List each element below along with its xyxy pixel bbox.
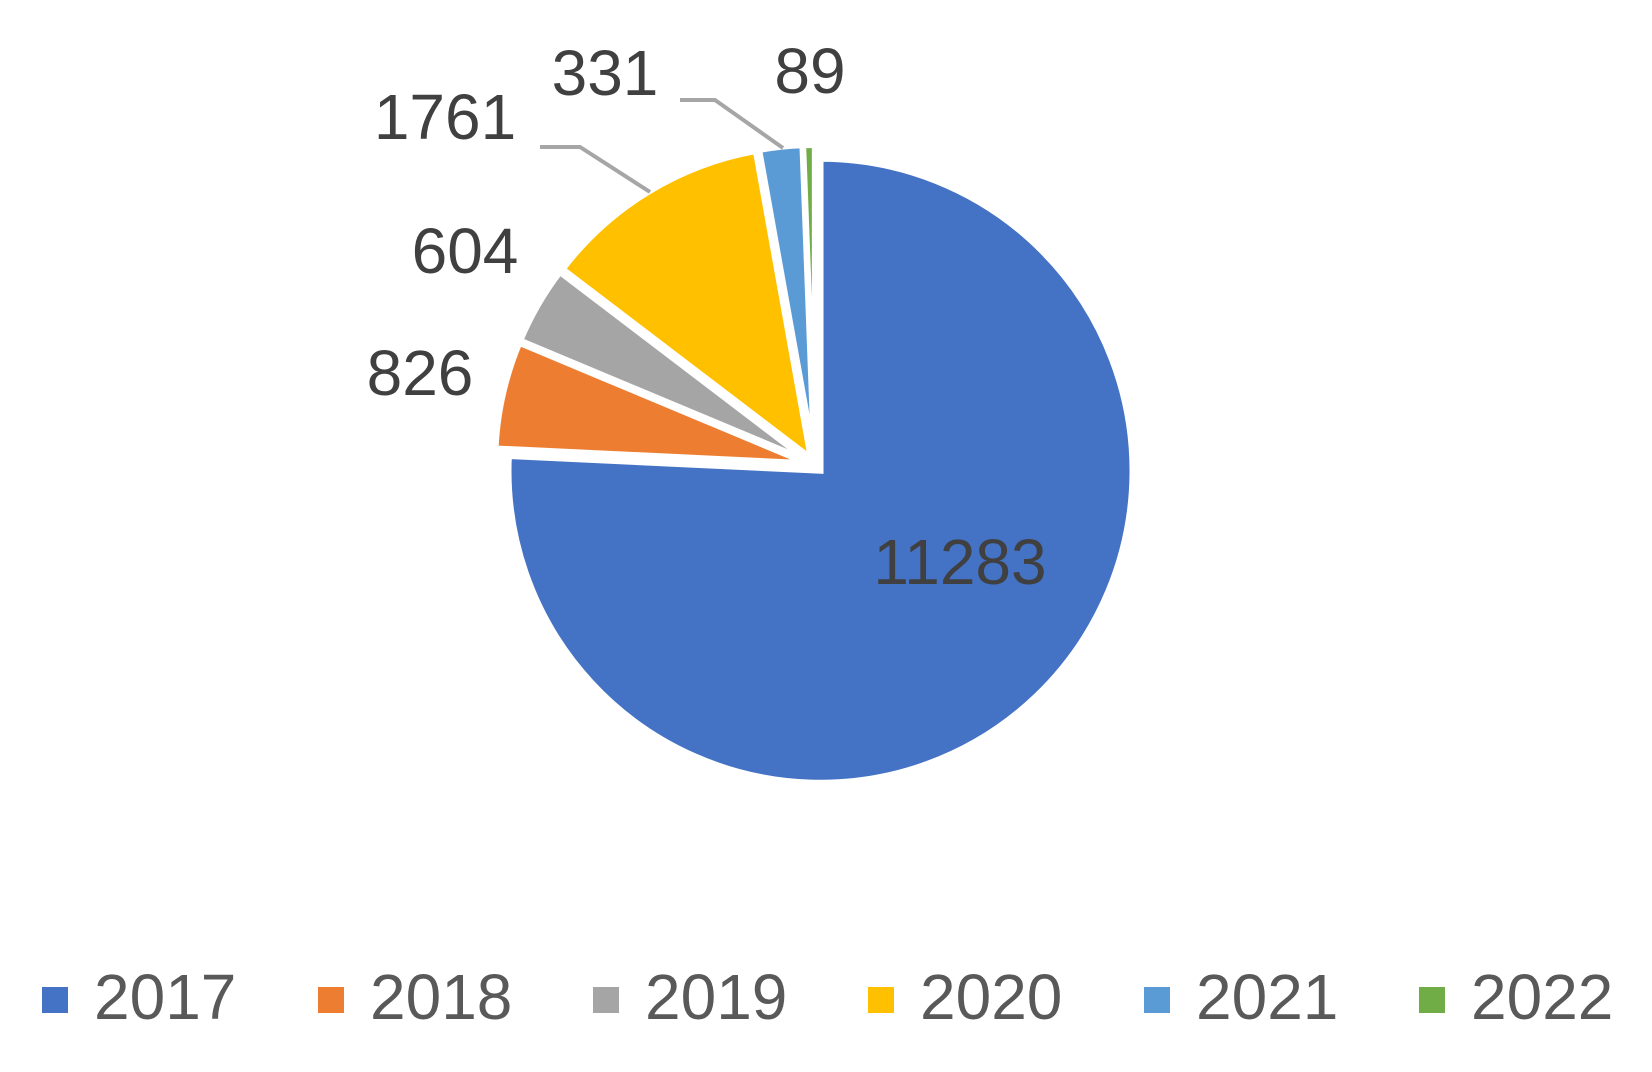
legend-label: 2022	[1471, 961, 1613, 1033]
leader-line	[540, 145, 652, 194]
data-label: 1761	[374, 81, 516, 153]
legend-label: 2018	[370, 961, 512, 1033]
legend-label: 2017	[94, 961, 236, 1033]
legend-label: 2019	[645, 961, 787, 1033]
data-label: 331	[552, 37, 659, 109]
pie-slice	[505, 155, 1136, 786]
legend-label: 2020	[920, 961, 1062, 1033]
legend-swatch	[1419, 987, 1445, 1013]
legend-swatch	[318, 987, 344, 1013]
legend-swatch	[1144, 987, 1170, 1013]
leader-line	[680, 98, 785, 150]
pie-slice	[516, 267, 810, 464]
legend-label: 2021	[1196, 961, 1338, 1033]
legend-swatch	[42, 987, 68, 1013]
data-label: 11283	[873, 526, 1046, 598]
data-label: 604	[412, 215, 519, 287]
data-label: 826	[367, 337, 474, 409]
pie-slice	[800, 142, 818, 458]
data-label: 89	[774, 35, 845, 107]
legend-swatch	[593, 987, 619, 1013]
legend-swatch	[868, 987, 894, 1013]
